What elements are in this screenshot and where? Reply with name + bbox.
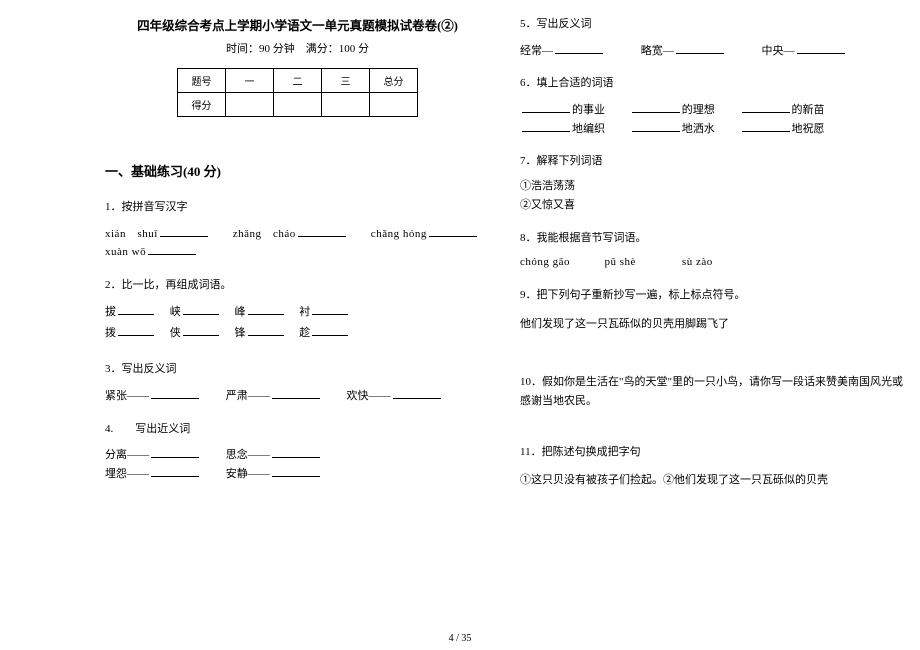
section-heading: 一、基础练习(40 分) <box>105 161 490 180</box>
question-7: 7．解释下列词语 ①浩浩荡荡 ②又惊又喜 <box>520 152 905 214</box>
binding-sidebar: 学校： 班级： 姓名： 考场： 考号： ┈┈┈┈┈┈┈┈┈ 密 ┈┈┈┈┈┈┈┈… <box>0 0 95 650</box>
score-cell: 题号 <box>178 69 226 93</box>
q9-text: 他们发现了这一只瓦砾似的贝壳用脚踢飞了 <box>520 315 905 334</box>
score-cell: 三 <box>322 69 370 93</box>
q8-pinyin: chóng gāo pū shè sù zào <box>520 253 905 272</box>
q9-label: 9．把下列句子重新抄写一遍，标上标点符号。 <box>520 286 905 305</box>
q4-label: 4. 写出近义词 <box>105 420 490 439</box>
exam-title: 四年级综合考点上学期小学语文一单元真题模拟试卷卷(②) <box>105 15 490 34</box>
question-5: 5．写出反义词 经常— 略宽— 中央— <box>520 15 905 60</box>
score-cell: 二 <box>274 69 322 93</box>
score-cell <box>226 93 274 117</box>
question-6: 6．填上合适的词语 的事业 的理想 的新苗 地编织 地洒水 地祝愿 <box>520 74 905 138</box>
score-cell <box>274 93 322 117</box>
left-column: 四年级综合考点上学期小学语文一单元真题模拟试卷卷(②) 时间：90 分钟 满分：… <box>105 15 490 635</box>
score-cell <box>370 93 418 117</box>
q7-item: ②又惊又喜 <box>520 196 905 215</box>
page-footer: 4 / 35 <box>0 633 920 644</box>
score-table: 题号 一 二 三 总分 得分 <box>177 68 418 117</box>
question-11: 11．把陈述句换成把字句 ①这只贝没有被孩子们捡起。②他们发现了这一只瓦砾似的贝… <box>520 443 905 490</box>
question-2: 2．比一比，再组成词语。 拔 峡 峰 衬 拨 侠 锋 趁 <box>105 276 490 346</box>
question-8: 8．我能根据音节写词语。 chóng gāo pū shè sù zào <box>520 229 905 272</box>
question-1: 1．按拼音写汉字 xián shuǐ zhǎng cháo chǎng hóng… <box>105 198 490 262</box>
question-3: 3．写出反义词 紧张—— 严肃—— 欢快—— <box>105 360 490 405</box>
right-column: 5．写出反义词 经常— 略宽— 中央— 6．填上合适的词语 的事业 的理想 的新… <box>520 15 905 635</box>
q8-label: 8．我能根据音节写词语。 <box>520 229 905 248</box>
q1-label: 1．按拼音写汉字 <box>105 198 490 217</box>
question-9: 9．把下列句子重新抄写一遍，标上标点符号。 他们发现了这一只瓦砾似的贝壳用脚踢飞… <box>520 286 905 333</box>
q7-item: ①浩浩荡荡 <box>520 177 905 196</box>
score-cell: 总分 <box>370 69 418 93</box>
q7-label: 7．解释下列词语 <box>520 152 905 171</box>
exam-subtitle: 时间：90 分钟 满分：100 分 <box>105 40 490 56</box>
question-4: 4. 写出近义词 分离—— 思念—— 埋怨—— 安静—— <box>105 420 490 484</box>
q3-label: 3．写出反义词 <box>105 360 490 379</box>
q2-label: 2．比一比，再组成词语。 <box>105 276 490 295</box>
q10-label: 10．假如你是生活在"鸟的天堂"里的一只小鸟，请你写一段话来赞美南国风光或感谢当… <box>520 373 905 410</box>
question-10: 10．假如你是生活在"鸟的天堂"里的一只小鸟，请你写一段话来赞美南国风光或感谢当… <box>520 373 905 410</box>
q6-label: 6．填上合适的词语 <box>520 74 905 93</box>
q5-label: 5．写出反义词 <box>520 15 905 34</box>
score-cell: 得分 <box>178 93 226 117</box>
q11-text: ①这只贝没有被孩子们捡起。②他们发现了这一只瓦砾似的贝壳 <box>520 471 905 490</box>
score-cell <box>322 93 370 117</box>
score-cell: 一 <box>226 69 274 93</box>
page-content: 四年级综合考点上学期小学语文一单元真题模拟试卷卷(②) 时间：90 分钟 满分：… <box>105 15 905 635</box>
q11-label: 11．把陈述句换成把字句 <box>520 443 905 462</box>
